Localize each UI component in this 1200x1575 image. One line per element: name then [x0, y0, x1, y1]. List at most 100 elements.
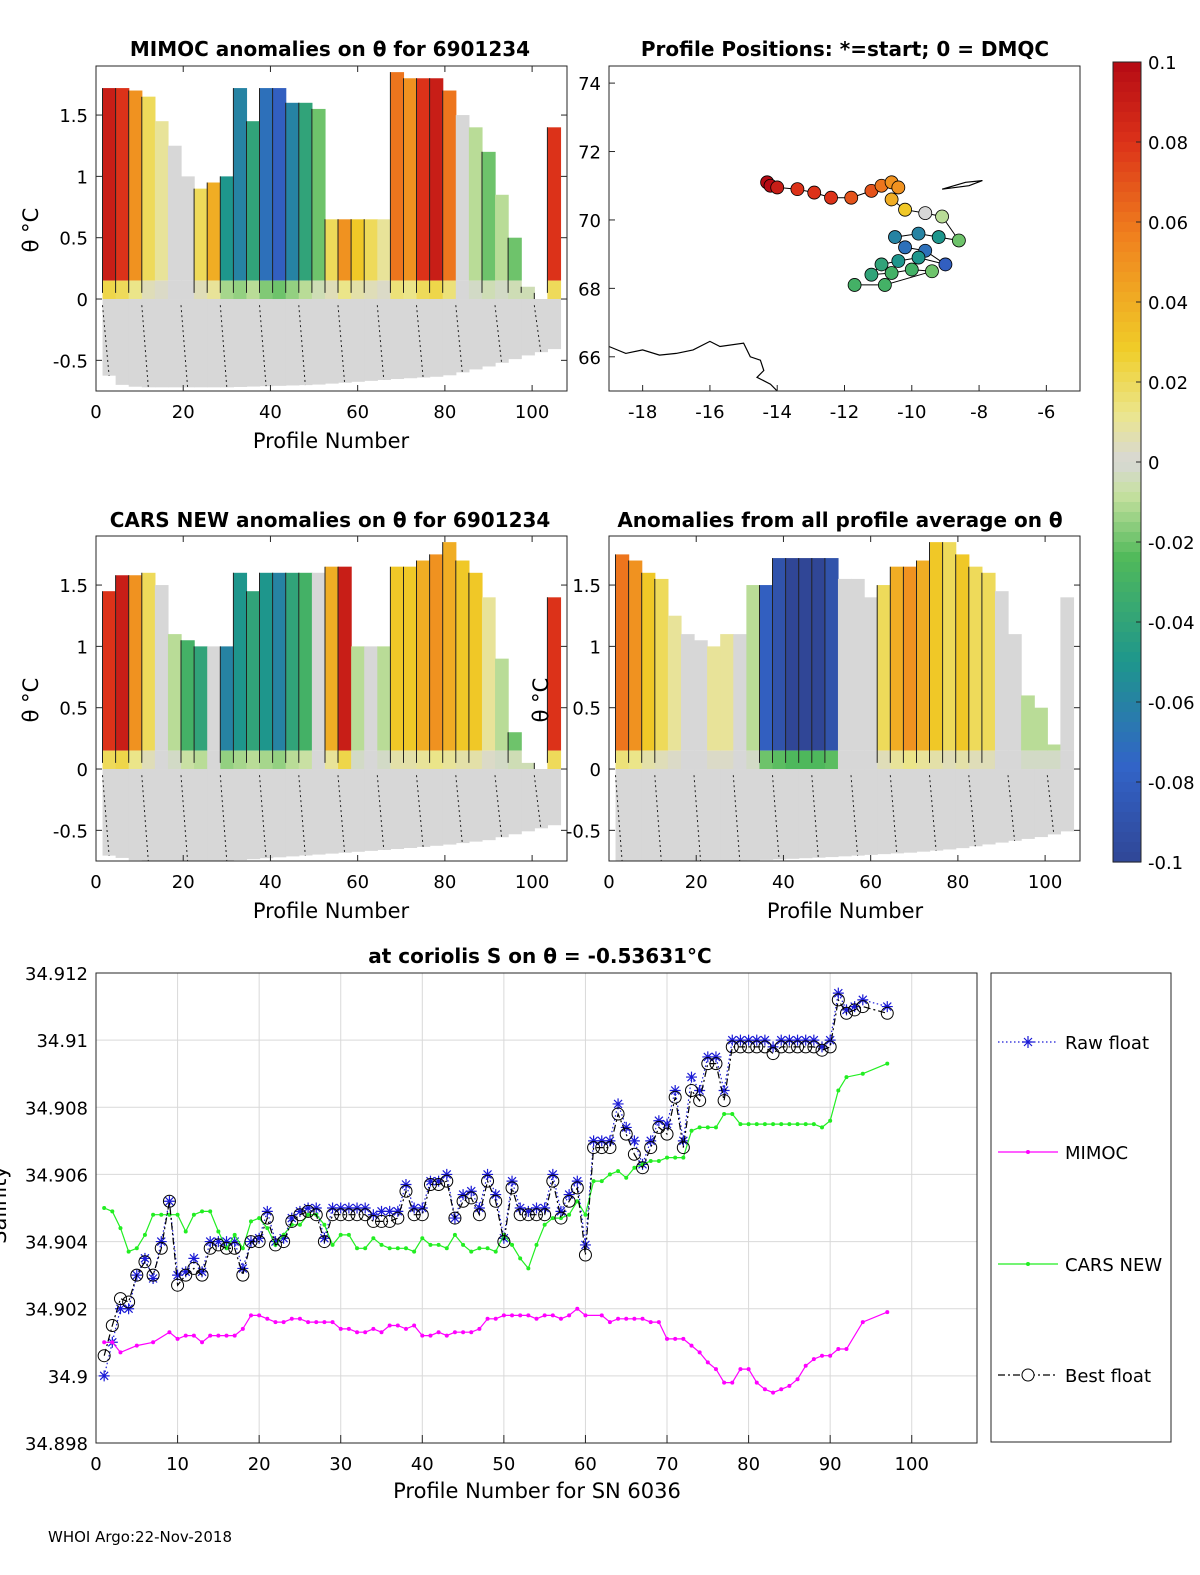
heatmap-cell: [220, 176, 234, 281]
heatmap-cell: [785, 558, 800, 751]
mimoc-point: [575, 1306, 580, 1311]
heatmap-cell: [272, 572, 287, 751]
best-float-point: [644, 1141, 658, 1155]
mimoc-point: [632, 1316, 637, 1321]
heatmap-cell-transition: [167, 750, 182, 770]
cars-new-point: [713, 1125, 718, 1130]
best-float-point: [587, 1141, 601, 1155]
mimoc-point: [469, 1330, 474, 1335]
heatmap-cell-transition: [364, 750, 378, 770]
best-float-point: [538, 1208, 552, 1222]
best-float-point: [799, 1040, 813, 1054]
profile-position-marker: [904, 262, 919, 277]
best-float-point: [619, 1127, 633, 1141]
heatmap-cell-transition: [115, 280, 130, 300]
heatmap-cell-transition: [298, 280, 313, 300]
x-tick-label: 80: [946, 872, 969, 893]
colorbar-segment: [1113, 502, 1141, 513]
heatmap-cell: [942, 542, 957, 751]
profile-position-marker: [911, 250, 926, 265]
profile-position-marker: [884, 192, 899, 207]
best-float-point: [513, 1208, 527, 1222]
colorbar-segment: [1113, 282, 1141, 293]
raw-float-point: [278, 1232, 290, 1244]
x-tick-label: -10: [897, 402, 926, 423]
cars-new-point: [208, 1209, 213, 1214]
mimoc-point: [224, 1333, 229, 1338]
x-tick-label: 0: [90, 402, 101, 423]
heatmap-cell-transition: [481, 750, 496, 770]
mimoc-point: [338, 1326, 343, 1331]
heatmap-cell-deep: [508, 769, 522, 835]
cars-new-point: [191, 1212, 196, 1217]
mimoc-point: [795, 1377, 800, 1382]
raw-float-point: [433, 1175, 445, 1187]
heatmap-cell: [403, 78, 418, 281]
colorbar-segment: [1113, 512, 1141, 523]
heatmap-cell-transition: [442, 280, 457, 300]
heatmap-cell-deep: [259, 299, 274, 387]
best-float-point: [301, 1204, 315, 1218]
colorbar-segment: [1113, 462, 1141, 473]
mimoc-point: [583, 1313, 588, 1318]
heatmap-cell-deep: [916, 769, 931, 852]
best-float-point: [440, 1174, 454, 1188]
colorbar-segment: [1113, 422, 1141, 433]
heatmap-cell-transition: [981, 750, 996, 770]
x-tick-label: 60: [574, 1454, 597, 1475]
heatmap-cell-transition: [403, 280, 418, 300]
best-float-point: [717, 1094, 731, 1108]
footer-credit: WHOI Argo:22-Nov-2018: [48, 1528, 232, 1546]
best-float-point: [432, 1178, 446, 1191]
heatmap-cell-transition: [416, 750, 431, 770]
profile-position-marker: [844, 190, 859, 205]
heatmap-cell-transition: [390, 750, 405, 770]
raw-float-point: [212, 1236, 224, 1248]
best-float-point: [611, 1107, 625, 1121]
profile-position-marker: [898, 240, 912, 255]
heatmap-cell-transition: [207, 280, 221, 300]
best-float-point: [211, 1238, 225, 1252]
x-tick-label: -12: [830, 402, 859, 423]
cars-new-point: [306, 1212, 311, 1217]
mimoc-point: [265, 1316, 270, 1321]
heatmap-cell-deep: [154, 299, 169, 388]
best-float-point: [815, 1043, 829, 1057]
heatmap-cell-transition: [233, 280, 248, 300]
y-tick-label: 74: [578, 74, 601, 95]
cars-new-point: [754, 1122, 759, 1127]
x-tick-label: 10: [166, 1454, 189, 1475]
heatmap-cell: [1008, 634, 1022, 751]
heatmap-cell-transition: [864, 750, 878, 770]
best-float-point: [293, 1208, 307, 1222]
cars-new-point: [779, 1122, 784, 1127]
best-float-point: [228, 1241, 242, 1255]
x-tick-label: 20: [172, 872, 195, 893]
heatmap-cell: [1021, 695, 1035, 751]
colorbar-segment: [1113, 302, 1141, 313]
colorbar-segment: [1113, 412, 1141, 423]
mimoc-point: [216, 1333, 221, 1338]
heatmap-cell-deep: [746, 769, 761, 861]
mimoc-point: [314, 1320, 319, 1325]
cars-new-point: [697, 1125, 702, 1130]
legend-cars-new-marker: [1026, 1262, 1030, 1266]
colorbar-segment: [1113, 752, 1141, 763]
colorbar-segment: [1113, 152, 1141, 163]
legend-cars-new-label: CARS NEW: [1065, 1255, 1162, 1276]
mimoc-point: [811, 1357, 816, 1362]
heatmap-body: [615, 542, 1075, 861]
raw-float-point: [384, 1205, 396, 1217]
heatmap-cell-deep: [416, 299, 431, 378]
colorbar-segment: [1113, 622, 1141, 633]
raw-float-point: [114, 1303, 126, 1315]
heatmap-cell-transition: [521, 762, 535, 770]
legend-raw-float-marker: [1022, 1036, 1034, 1048]
raw-float-point: [196, 1266, 208, 1278]
colorbar-tick-label: -0.08: [1148, 773, 1195, 794]
best-float-point: [130, 1268, 144, 1282]
heatmap-cell-deep: [351, 769, 365, 852]
heatmap-cell-deep: [468, 299, 483, 370]
raw-float-point: [840, 1004, 852, 1016]
best-float-point: [195, 1268, 209, 1282]
